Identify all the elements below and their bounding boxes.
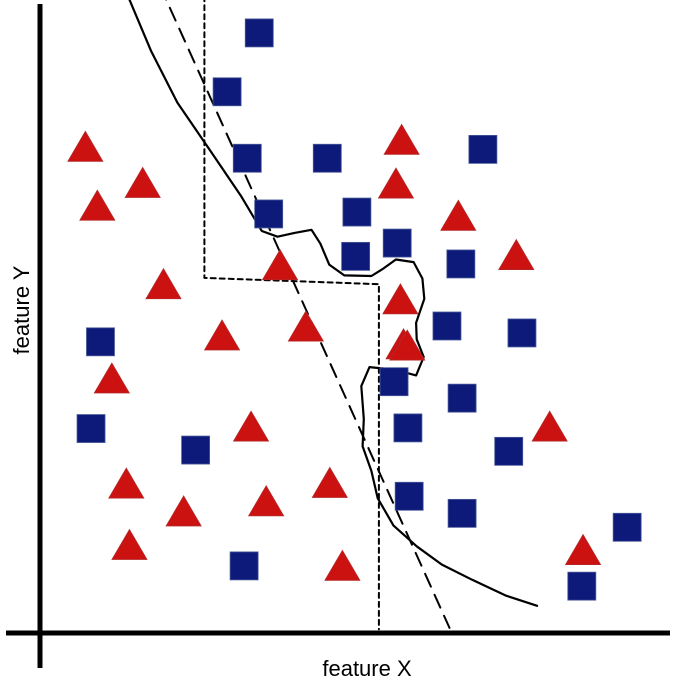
square-point [181, 435, 211, 465]
triangle-point [287, 310, 325, 342]
square-point [612, 512, 642, 542]
triangle-point [311, 466, 348, 498]
triangle-point [93, 362, 131, 394]
square-point [447, 383, 477, 413]
square-point [232, 143, 262, 173]
boundary-dotted [203, 0, 380, 631]
square-point [507, 318, 537, 348]
square-point [446, 249, 476, 279]
triangle-point [261, 248, 299, 281]
triangle-point [389, 329, 426, 361]
square-point [379, 367, 409, 397]
triangle-point [203, 319, 241, 351]
data-markers [67, 18, 642, 601]
triangle-point [145, 267, 182, 300]
triangle-point [67, 130, 104, 162]
square-point [341, 241, 371, 271]
triangle-point [124, 166, 161, 198]
square-point [76, 414, 106, 443]
square-point [393, 413, 423, 443]
square-point [447, 498, 477, 528]
triangle-point [440, 199, 477, 231]
triangle-point [377, 167, 415, 199]
x-axis-label: feature X [322, 656, 412, 681]
square-point [212, 77, 242, 107]
triangle-point [498, 238, 535, 270]
square-point [312, 143, 342, 173]
square-point [394, 481, 424, 511]
triangle-point [247, 485, 285, 517]
square-point [244, 18, 274, 48]
triangle-point [383, 123, 420, 155]
triangle-point [79, 189, 116, 221]
square-point [567, 571, 597, 601]
square-point [86, 327, 115, 357]
square-point [342, 197, 372, 227]
triangle-point [165, 495, 202, 527]
triangle-point [232, 410, 270, 442]
triangle-point [111, 528, 148, 560]
square-point [382, 228, 412, 258]
decision-boundaries [128, 0, 539, 631]
square-point [468, 134, 498, 164]
triangle-point [531, 410, 568, 442]
triangle-point [324, 549, 361, 581]
square-point [494, 436, 524, 466]
triangle-point [564, 533, 602, 565]
triangle-point [382, 283, 419, 315]
y-axis-label: feature Y [9, 265, 34, 354]
square-point [254, 199, 284, 229]
square-point [229, 551, 259, 581]
square-point [432, 311, 462, 341]
boundary-solid [128, 0, 539, 607]
triangle-point [108, 467, 145, 499]
boundary-dashed [165, 0, 451, 629]
